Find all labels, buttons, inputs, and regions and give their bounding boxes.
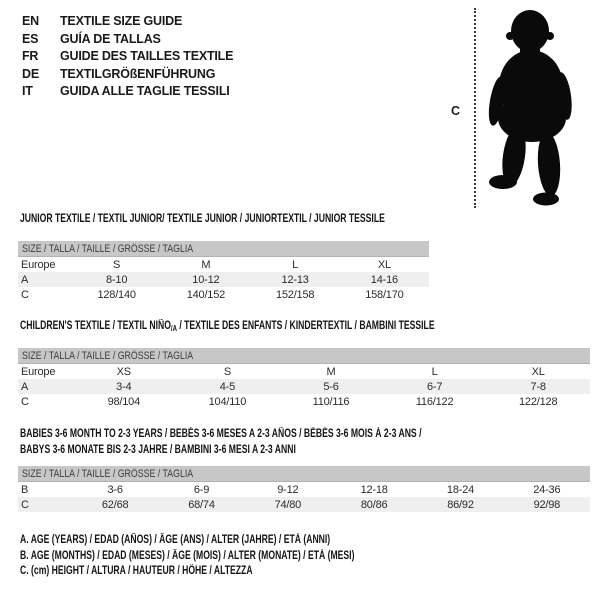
lang-title: TEXTILE SIZE GUIDE <box>60 14 183 28</box>
table-row: Europe XS S M L XL <box>18 364 590 379</box>
size-header-label: SIZE / TALLA / TAILLE / GRÖSSE / TAGLIA <box>22 467 194 480</box>
age-cell: 18-24 <box>446 483 475 496</box>
age-cell: 24-36 <box>533 483 561 496</box>
height-cell: 122/128 <box>519 395 558 408</box>
table-row: B 3-6 6-9 9-12 12-18 18-24 24-36 <box>18 482 590 497</box>
language-list: EN TEXTILE SIZE GUIDE ES GUÍA DE TALLAS … <box>22 13 233 101</box>
age-cell: 9-12 <box>277 483 299 496</box>
height-cell: 152/158 <box>275 288 315 301</box>
height-cell: 86/92 <box>447 498 474 511</box>
age-cell: 3-4 <box>116 380 132 393</box>
note-height-cm: C. (cm) HEIGHT / ALTURA / HAUTEUR / HÖHE… <box>20 565 253 577</box>
height-dotted-line <box>474 8 476 208</box>
height-cell: 140/152 <box>186 288 226 301</box>
size-header-label: SIZE / TALLA / TAILLE / GRÖSSE / TAGLIA <box>22 242 194 255</box>
age-cell: 6-9 <box>193 483 210 496</box>
size-cell: S <box>223 365 231 378</box>
height-cell: 92/98 <box>533 498 561 511</box>
size-cell: S <box>113 258 121 271</box>
babies-size-table: SIZE / TALLA / TAILLE / GRÖSSE / TAGLIA … <box>18 466 590 512</box>
size-header-bar: SIZE / TALLA / TAILLE / GRÖSSE / TAGLIA <box>18 348 590 364</box>
size-cell: L <box>431 365 438 378</box>
height-cell: 62/68 <box>101 498 129 511</box>
height-cell: 104/110 <box>208 395 247 408</box>
size-cell: M <box>201 258 211 271</box>
age-cell: 12-13 <box>281 273 309 286</box>
size-cell: XL <box>377 258 391 271</box>
lang-row-de: DE TEXTILGRÖßENFÜHRUNG <box>22 66 233 84</box>
note-age-years: A. AGE (YEARS) / EDAD (AÑOS) / ÂGE (ANS)… <box>20 534 331 546</box>
row-label: C <box>21 498 29 511</box>
lang-code: ES <box>22 31 39 46</box>
lang-title: TEXTILGRÖßENFÜHRUNG <box>60 66 216 81</box>
lang-row-en: EN TEXTILE SIZE GUIDE <box>22 13 233 31</box>
size-cell: XS <box>116 365 131 378</box>
row-label: A <box>21 380 29 393</box>
lang-code: FR <box>22 49 39 63</box>
row-label: C <box>21 395 29 408</box>
table-row: A 3-4 4-5 5-6 6-7 7-8 <box>18 379 590 394</box>
size-cell: XL <box>531 365 545 378</box>
row-label: C <box>21 288 29 301</box>
lang-title: GUÍA DE TALLAS <box>60 31 161 46</box>
table-row: A 8-10 10-12 12-13 14-16 <box>18 272 429 287</box>
row-label: Europe <box>21 365 56 378</box>
age-cell: 6-7 <box>426 380 443 393</box>
lang-title: GUIDE DES TAILLES TEXTILE <box>60 49 234 63</box>
lang-row-it: IT GUIDA ALLE TAGLIE TESSILI <box>22 83 233 101</box>
children-section-title: CHILDREN'S TEXTILE / TEXTIL NIÑO/A / TEX… <box>20 320 435 333</box>
height-cell: 110/116 <box>312 395 350 408</box>
row-label: A <box>21 273 29 286</box>
height-cell: 158/170 <box>365 288 404 301</box>
row-label: Europe <box>21 258 56 271</box>
age-cell: 7-8 <box>530 380 547 393</box>
row-label: B <box>21 483 29 496</box>
junior-section-title: JUNIOR TEXTILE / TEXTIL JUNIOR/ TEXTILE … <box>20 213 385 225</box>
height-measure-label: C <box>451 104 461 118</box>
children-size-table: SIZE / TALLA / TAILLE / GRÖSSE / TAGLIA … <box>18 348 590 409</box>
size-cell: L <box>292 258 299 271</box>
height-cell: 98/104 <box>107 395 141 408</box>
height-cell: 80/86 <box>360 498 388 511</box>
height-cell: 128/140 <box>97 288 136 301</box>
table-row: C 128/140 140/152 152/158 158/170 <box>18 287 429 302</box>
lang-title: GUIDA ALLE TAGLIE TESSILI <box>60 84 230 98</box>
baby-silhouette-icon <box>488 10 572 206</box>
table-row: C 98/104 104/110 110/116 116/122 122/128 <box>18 394 590 409</box>
lang-row-es: ES GUÍA DE TALLAS <box>22 31 233 49</box>
size-header-bar: SIZE / TALLA / TAILLE / GRÖSSE / TAGLIA <box>18 241 429 257</box>
size-cell: M <box>326 365 336 378</box>
table-row: Europe S M L XL <box>18 257 429 272</box>
age-cell: 14-16 <box>370 273 398 286</box>
age-cell: 4-5 <box>219 380 236 393</box>
lang-code: DE <box>22 66 39 81</box>
babies-section-title: BABIES 3-6 MONTH TO 2-3 YEARS / BEBÉS 3-… <box>20 428 422 456</box>
size-header-label: SIZE / TALLA / TAILLE / GRÖSSE / TAGLIA <box>22 349 194 362</box>
age-cell: 5-6 <box>323 380 339 393</box>
lang-row-fr: FR GUIDE DES TAILLES TEXTILE <box>22 48 233 66</box>
age-cell: 3-6 <box>107 483 124 496</box>
table-row: C 62/68 68/74 74/80 80/86 86/92 92/98 <box>18 497 590 512</box>
height-cell: 116/122 <box>415 395 454 408</box>
legend-notes: A. AGE (YEARS) / EDAD (AÑOS) / ÂGE (ANS)… <box>20 533 466 580</box>
age-cell: 12-18 <box>360 483 388 496</box>
lang-code: IT <box>22 84 33 98</box>
age-cell: 10-12 <box>192 273 220 286</box>
size-header-bar: SIZE / TALLA / TAILLE / GRÖSSE / TAGLIA <box>18 466 590 482</box>
note-age-months: B. AGE (MONTHS) / EDAD (MESES) / ÂGE (MO… <box>20 549 355 562</box>
height-cell: 74/80 <box>274 498 302 511</box>
junior-size-table: SIZE / TALLA / TAILLE / GRÖSSE / TAGLIA … <box>18 241 429 302</box>
age-cell: 8-10 <box>106 273 128 286</box>
lang-code: EN <box>22 14 39 28</box>
height-cell: 68/74 <box>188 498 215 511</box>
